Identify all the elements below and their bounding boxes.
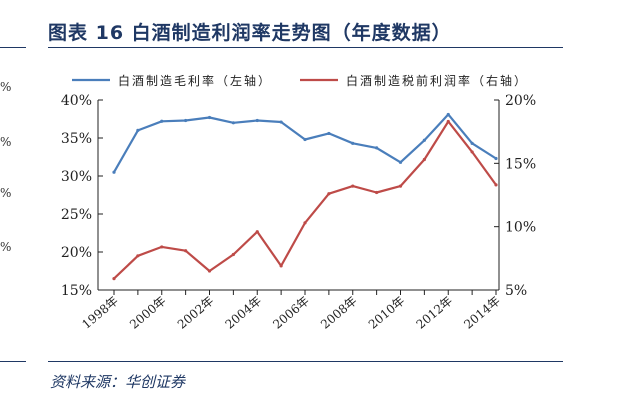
- series-1-point: [375, 146, 379, 150]
- series-2-point: [207, 269, 212, 273]
- x-tick-label: 2004年: [223, 294, 265, 332]
- series-1-point: [422, 138, 426, 142]
- left-y-tick-label: 35%: [61, 131, 92, 147]
- source-note: 资料来源：华创证券: [50, 373, 186, 391]
- x-tick-label: 2008年: [318, 294, 360, 332]
- x-tick-label: 2012年: [414, 294, 456, 332]
- x-tick-label: 2014年: [461, 294, 503, 332]
- series-2-point: [422, 157, 426, 162]
- x-tick-label: 1998年: [79, 294, 121, 332]
- series-2-point: [446, 119, 450, 124]
- series-1-point: [184, 118, 188, 123]
- source-rule: [48, 361, 563, 362]
- series-2-point: [494, 183, 498, 187]
- left-y-tick-label: 25%: [61, 207, 92, 223]
- left-edge-tick-fragment: %: [0, 135, 12, 149]
- series-2-point: [136, 254, 140, 258]
- series-1-point: [255, 118, 259, 123]
- left-edge-rule-top: [0, 47, 26, 48]
- series-1-point: [231, 121, 235, 125]
- series-2-point: [375, 190, 379, 195]
- series-2-point: [184, 249, 188, 253]
- series-2-point: [160, 245, 164, 249]
- left-edge-tick-fragment: %: [0, 240, 12, 254]
- left-y-tick-label: 20%: [61, 245, 92, 261]
- series-1-point: [398, 160, 403, 164]
- series-1-point: [136, 128, 140, 132]
- series-line-1: [112, 113, 498, 174]
- series-1-point: [112, 170, 116, 174]
- left-edge-tick-fragment: %: [0, 186, 12, 200]
- left-y-tick-label: 15%: [61, 283, 92, 299]
- right-y-tick-label: 10%: [505, 220, 536, 236]
- right-y-tick-label: 15%: [505, 156, 536, 172]
- left-edge-tick-fragment: %: [0, 80, 12, 94]
- series-2-point: [231, 252, 235, 257]
- series-1-point: [494, 156, 498, 161]
- x-tick-label: 2000年: [127, 294, 169, 332]
- right-y-tick-label: 5%: [505, 283, 527, 299]
- series-1-point: [303, 137, 307, 142]
- series-2-point: [398, 184, 403, 188]
- series-2-point: [255, 230, 259, 234]
- chart-title: 图表 16 白酒制造利润率走势图（年度数据）: [48, 22, 452, 44]
- series-1-point: [327, 131, 331, 136]
- legend-label-2: 白酒制造税前利润率（右轴）: [346, 73, 528, 88]
- legend-label-1: 白酒制造毛利率（左轴）: [118, 73, 272, 88]
- series-1-point: [207, 115, 212, 120]
- series-2-point: [351, 184, 355, 188]
- x-tick-label: 2006年: [270, 294, 312, 332]
- left-y-tick-label: 30%: [61, 169, 92, 185]
- series-2-point: [470, 150, 474, 154]
- right-y-tick-label: 20%: [505, 93, 536, 109]
- left-edge-rule-bottom: [0, 361, 26, 362]
- series-2-point: [327, 192, 331, 196]
- series-1-point: [160, 119, 164, 123]
- title-rule: [48, 47, 563, 48]
- series-line-2: [112, 120, 498, 280]
- left-y-tick-label: 40%: [61, 93, 92, 109]
- series-1-point: [470, 141, 474, 145]
- series-1-point: [279, 120, 283, 124]
- series-1-point: [446, 112, 450, 117]
- series-2-point: [279, 264, 283, 268]
- x-tick-label: 2010年: [366, 294, 408, 332]
- series-2-point: [112, 277, 116, 281]
- series-1-point: [351, 141, 355, 145]
- series-2-point: [303, 221, 307, 225]
- x-tick-label: 2002年: [175, 294, 217, 332]
